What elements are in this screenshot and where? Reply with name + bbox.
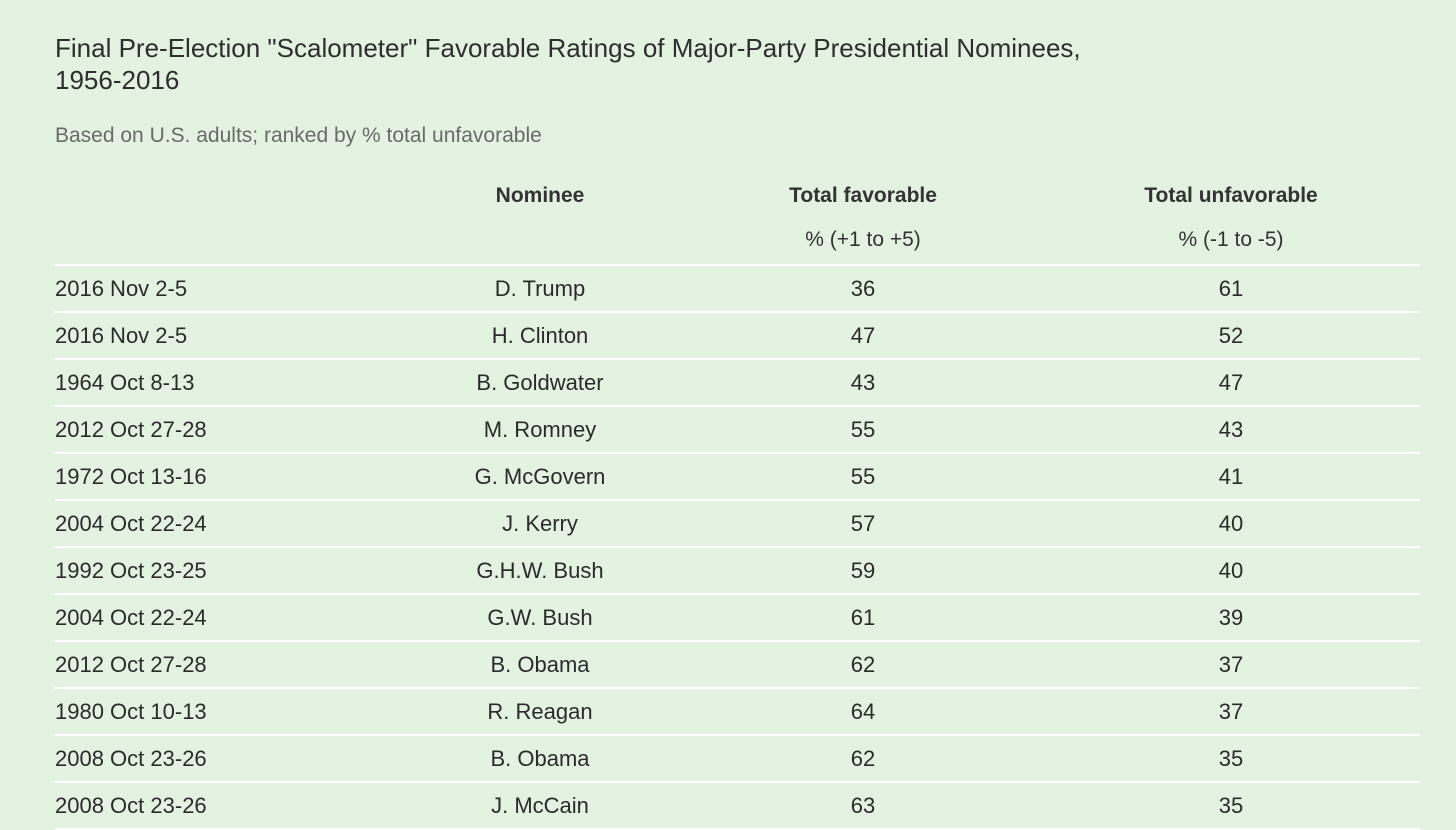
unfavorable-cell: 41 — [1218, 464, 1244, 489]
nominee-cell: B. Goldwater — [476, 370, 604, 395]
unfavorable-cell: 47 — [1218, 370, 1244, 395]
table-row: 2016 Nov 2-5 H. Clinton 47 52 — [55, 313, 1420, 360]
page-subtitle: Based on U.S. adults; ranked by % total … — [55, 124, 542, 147]
date-cell: 2012 Oct 27-28 — [55, 652, 207, 677]
nominee-cell: J. McCain — [491, 793, 589, 818]
favorable-cell: 62 — [850, 746, 876, 771]
date-cell: 2012 Oct 27-28 — [55, 417, 207, 442]
favorable-cell: 55 — [850, 417, 876, 442]
unfavorable-header-label: Total unfavorable — [1144, 184, 1318, 207]
table-row: 2004 Oct 22-24 G.W. Bush 61 39 — [55, 595, 1420, 642]
favorable-cell: 61 — [850, 605, 876, 630]
date-cell: 2008 Oct 23-26 — [55, 746, 207, 771]
favorable-cell: 59 — [850, 558, 876, 583]
unfavorable-cell: 35 — [1218, 746, 1244, 771]
nominee-cell: B. Obama — [490, 746, 590, 771]
unfavorable-cell: 37 — [1218, 699, 1244, 724]
nominee-cell: G. McGovern — [474, 464, 606, 489]
date-cell: 2016 Nov 2-5 — [55, 276, 188, 301]
page-title: Final Pre-Election "Scalometer" Favorabl… — [55, 33, 1081, 95]
date-cell: 1972 Oct 13-16 — [55, 464, 207, 489]
favorable-cell: 43 — [850, 370, 876, 395]
unfavorable-cell: 39 — [1218, 605, 1244, 630]
table-row: 1992 Oct 23-25 G.H.W. Bush 59 40 — [55, 548, 1420, 595]
table-row: 2012 Oct 27-28 B. Obama 62 37 — [55, 642, 1420, 689]
date-cell: 2004 Oct 22-24 — [55, 605, 207, 630]
table-header: Nominee Total favorable % (+1 to +5) Tot… — [55, 178, 1420, 266]
table-row: 1964 Oct 8-13 B. Goldwater 43 47 — [55, 360, 1420, 407]
unfavorable-cell: 40 — [1218, 511, 1244, 536]
table-row: 2016 Nov 2-5 D. Trump 36 61 — [55, 266, 1420, 313]
date-cell: 1992 Oct 23-25 — [55, 558, 207, 583]
nominee-cell: D. Trump — [494, 276, 586, 301]
table-row: 2004 Oct 22-24 J. Kerry 57 40 — [55, 501, 1420, 548]
date-cell: 1980 Oct 10-13 — [55, 699, 207, 724]
date-cell: 1964 Oct 8-13 — [55, 370, 195, 395]
nominee-cell: H. Clinton — [491, 323, 589, 348]
nominee-cell: B. Obama — [490, 652, 590, 677]
nominee-cell: R. Reagan — [487, 699, 593, 724]
favorable-header-label: Total favorable — [789, 184, 937, 207]
table-row: 1972 Oct 13-16 G. McGovern 55 41 — [55, 454, 1420, 501]
nominee-cell: G.H.W. Bush — [476, 558, 604, 583]
favorable-cell: 57 — [850, 511, 876, 536]
unfavorable-cell: 52 — [1218, 323, 1244, 348]
nominee-cell: M. Romney — [483, 417, 597, 442]
nominee-header-label: Nominee — [495, 184, 585, 207]
table-row: 2008 Oct 23-26 J. McCain 63 35 — [55, 783, 1420, 830]
favorable-cell: 47 — [850, 323, 876, 348]
unfavorable-header-sublabel: % (-1 to -5) — [1178, 228, 1284, 251]
table-body: 2016 Nov 2-5 D. Trump 36 61 2016 Nov 2-5 H. C… — [55, 266, 1420, 830]
date-cell: 2016 Nov 2-5 — [55, 323, 188, 348]
favorable-cell: 62 — [850, 652, 876, 677]
date-cell: 2008 Oct 23-26 — [55, 793, 207, 818]
table-row: 2008 Oct 23-26 B. Obama 62 35 — [55, 736, 1420, 783]
favorable-cell: 63 — [850, 793, 876, 818]
unfavorable-cell: 40 — [1218, 558, 1244, 583]
favorable-cell: 36 — [850, 276, 876, 301]
table-row: 1980 Oct 10-13 R. Reagan 64 37 — [55, 689, 1420, 736]
table-row: 2012 Oct 27-28 M. Romney 55 43 — [55, 407, 1420, 454]
nominee-cell: J. Kerry — [502, 511, 578, 536]
unfavorable-cell: 37 — [1218, 652, 1244, 677]
favorable-cell: 64 — [850, 699, 876, 724]
date-cell: 2004 Oct 22-24 — [55, 511, 207, 536]
favorability-table: Nominee Total favorable % (+1 to +5) Tot… — [55, 178, 1420, 830]
unfavorable-cell: 61 — [1218, 276, 1244, 301]
unfavorable-cell: 35 — [1218, 793, 1244, 818]
favorable-cell: 55 — [850, 464, 876, 489]
unfavorable-cell: 43 — [1218, 417, 1244, 442]
favorable-header-sublabel: % (+1 to +5) — [805, 228, 921, 251]
nominee-cell: G.W. Bush — [487, 605, 593, 630]
